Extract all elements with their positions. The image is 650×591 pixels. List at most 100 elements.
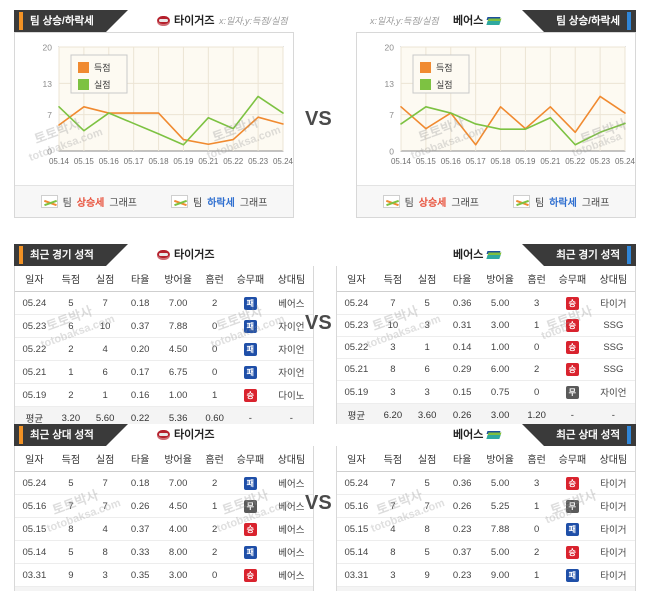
result-badge-win: 승 bbox=[565, 319, 579, 332]
h2h-table-box-right: 일자 득점 실점 타율 방어율 홈런 승무패 상대팀 05.24 7 5 0.36 5.00 3 승 타이거 0… bbox=[336, 446, 636, 591]
col-header-0: 일자 bbox=[15, 446, 54, 472]
cell-homeruns: 2 bbox=[198, 540, 231, 564]
cell-opponent: 타이거 bbox=[591, 517, 635, 541]
table-row[interactable]: 05.22 2 4 0.20 4.50 0 패 자이언 bbox=[15, 337, 313, 361]
cell-homeruns: 2 bbox=[520, 358, 553, 381]
team-label: 베어스 bbox=[453, 15, 484, 27]
table-row[interactable]: 05.21 1 6 0.17 6.75 0 패 자이언 bbox=[15, 360, 313, 384]
cell-average-result: - bbox=[231, 406, 270, 429]
table-row[interactable]: 05.23 10 3 0.31 3.00 1 승 SSG bbox=[337, 314, 635, 337]
cell-era: 6.75 bbox=[158, 360, 199, 384]
cell-average-result: - bbox=[553, 586, 592, 591]
col-header-4: 방어율 bbox=[480, 266, 521, 292]
table-row[interactable]: 05.19 2 1 0.16 1.00 1 승 다이노 bbox=[15, 383, 313, 407]
tab-recent-left[interactable]: 최근 경기 성적 bbox=[14, 244, 128, 266]
cell-homeruns: 1 bbox=[520, 494, 553, 518]
trend-graph-icon bbox=[171, 195, 188, 208]
table-row[interactable]: 03.31 3 9 0.23 9.00 1 패 타이거 bbox=[337, 563, 635, 587]
cell-average-opponent: - bbox=[591, 586, 635, 591]
rise-graph-button-left[interactable]: 팀 상승세 그래프 bbox=[40, 194, 137, 209]
bears-logo-icon bbox=[487, 16, 500, 26]
cell-result: 패 bbox=[553, 563, 592, 587]
tab-h2h-left[interactable]: 최근 상대 성적 bbox=[14, 424, 128, 446]
table-row[interactable]: 05.23 6 10 0.37 7.88 0 패 자이언 bbox=[15, 314, 313, 338]
cell-runs: 5 bbox=[53, 540, 88, 564]
cell-homeruns: 3 bbox=[520, 471, 553, 495]
cell-allowed: 7 bbox=[88, 471, 123, 495]
table-row[interactable]: 05.24 5 7 0.18 7.00 2 패 베어스 bbox=[15, 471, 313, 495]
svg-text:0: 0 bbox=[47, 147, 52, 157]
recent-header-left: 최근 경기 성적 타이거즈 bbox=[14, 244, 314, 266]
cell-result: 승 bbox=[553, 471, 592, 495]
recent-header-right: 최근 경기 성적 베어스 bbox=[336, 244, 636, 266]
result-badge-win: 승 bbox=[243, 388, 257, 402]
tab-accent-bar bbox=[19, 12, 23, 30]
rise-label-word: 상승세 bbox=[76, 198, 105, 209]
cell-average-era: 6.32 bbox=[480, 586, 521, 591]
cell-average-opponent: - bbox=[269, 406, 313, 429]
cell-runs: 5 bbox=[53, 471, 88, 495]
cell-runs: 7 bbox=[375, 291, 410, 315]
table-average-row: 평균5.806.800.296.321.40-- bbox=[337, 586, 635, 591]
cell-era: 7.88 bbox=[480, 517, 521, 541]
cell-result: 무 bbox=[231, 494, 270, 518]
table-row[interactable]: 05.15 8 4 0.37 4.00 2 승 베어스 bbox=[15, 517, 313, 541]
result-badge-win: 승 bbox=[565, 296, 579, 310]
tigers-logo-icon bbox=[157, 250, 170, 260]
axis-note-left: x:일자,y:득점/실점 bbox=[219, 16, 288, 26]
vs-separator-bottom: VS bbox=[305, 492, 332, 514]
svg-text:05.18: 05.18 bbox=[491, 157, 512, 166]
table-row[interactable]: 05.21 8 6 0.29 6.00 2 승 SSG bbox=[337, 358, 635, 381]
tab-accent-bar bbox=[627, 12, 631, 30]
table-row[interactable]: 05.24 7 5 0.36 5.00 3 승 타이거 bbox=[337, 471, 635, 495]
cell-allowed: 10 bbox=[88, 314, 123, 338]
cell-opponent: 타이거 bbox=[591, 540, 635, 564]
cell-allowed: 5 bbox=[410, 471, 445, 495]
table-row[interactable]: 05.16 7 7 0.26 5.25 1 무 타이거 bbox=[337, 494, 635, 518]
table-row[interactable]: 05.24 7 5 0.36 5.00 3 승 타이거 bbox=[337, 291, 635, 315]
table-row[interactable]: 05.22 3 1 0.14 1.00 0 승 SSG bbox=[337, 336, 635, 359]
table-row[interactable]: 05.14 5 8 0.33 8.00 2 패 베어스 bbox=[15, 540, 313, 564]
fall-graph-button-left[interactable]: 팀 하락세 그래프 bbox=[171, 194, 267, 209]
result-badge-win: 승 bbox=[565, 341, 579, 354]
svg-text:05.16: 05.16 bbox=[99, 157, 120, 166]
table-row[interactable]: 03.31 9 3 0.35 3.00 0 승 베어스 bbox=[15, 563, 313, 587]
cell-batting-average: 0.18 bbox=[122, 291, 159, 315]
cell-era: 6.00 bbox=[480, 358, 521, 381]
panel-header-right: 팀 상승/하락세 베어스 x:일자,y:득점/실점 bbox=[356, 10, 636, 32]
cell-batting-average: 0.31 bbox=[444, 314, 481, 337]
cell-runs: 3 bbox=[375, 380, 410, 404]
trend-graph-icon bbox=[513, 195, 530, 208]
cell-allowed: 7 bbox=[410, 494, 445, 518]
rise-graph-button-right[interactable]: 팀 상승세 그래프 bbox=[382, 194, 479, 209]
cell-average-opponent: - bbox=[269, 586, 313, 591]
trend-graph-icon bbox=[40, 195, 58, 208]
tab-team-trend-right[interactable]: 팀 상승/하락세 bbox=[522, 10, 636, 32]
table-row[interactable]: 05.14 8 5 0.37 5.00 2 승 타이거 bbox=[337, 540, 635, 564]
cell-date: 05.24 bbox=[337, 291, 376, 315]
table-average-row: 평균6.805.800.305.251.40-- bbox=[15, 586, 313, 591]
cell-era: 5.25 bbox=[480, 494, 521, 518]
table-row[interactable]: 05.16 7 7 0.26 4.50 1 무 베어스 bbox=[15, 494, 313, 518]
cell-runs: 3 bbox=[375, 563, 410, 587]
fall-graph-button-right[interactable]: 팀 하락세 그래프 bbox=[513, 194, 609, 209]
cell-homeruns: 0 bbox=[198, 314, 231, 338]
cell-era: 9.00 bbox=[480, 563, 521, 587]
svg-text:20: 20 bbox=[43, 43, 53, 53]
table-row[interactable]: 05.19 3 3 0.15 0.75 0 무 자이언 bbox=[337, 380, 635, 404]
tab-team-trend-left[interactable]: 팀 상승/하락세 bbox=[14, 10, 128, 32]
tab-h2h-right[interactable]: 최근 상대 성적 bbox=[522, 424, 636, 446]
cell-average-batting-average: 0.30 bbox=[122, 586, 159, 591]
cell-average-label: 평균 bbox=[15, 406, 54, 429]
trend-line-chart-tigers: 0 7 13 20 05.14 05.15 05.16 05.17 05.18 05.19 05.2… bbox=[43, 43, 293, 167]
table-row[interactable]: 05.15 4 8 0.23 7.88 0 패 타이거 bbox=[337, 517, 635, 541]
col-header-6: 승무패 bbox=[553, 446, 592, 472]
result-badge-lose: 패 bbox=[243, 476, 257, 490]
svg-text:13: 13 bbox=[43, 79, 53, 89]
tab-accent-bar bbox=[627, 426, 631, 444]
cell-opponent: 베어스 bbox=[269, 471, 313, 495]
tab-recent-right[interactable]: 최근 경기 성적 bbox=[522, 244, 636, 266]
cell-date: 05.22 bbox=[337, 336, 376, 359]
table-row[interactable]: 05.24 5 7 0.18 7.00 2 패 베어스 bbox=[15, 291, 313, 315]
cell-batting-average: 0.18 bbox=[122, 471, 159, 495]
